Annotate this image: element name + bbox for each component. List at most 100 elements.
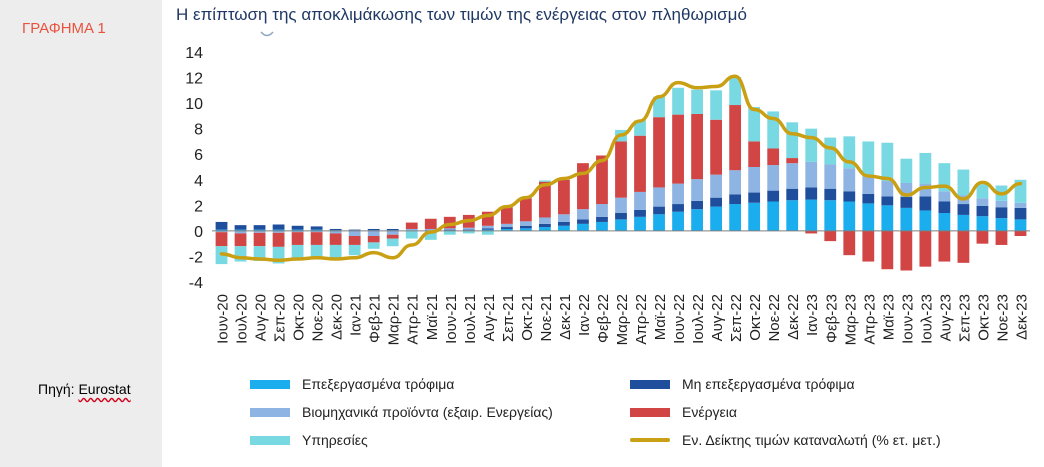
bar-5	[710, 90, 723, 120]
bar-2	[957, 204, 970, 215]
bar-5	[462, 230, 475, 234]
bar-2	[234, 225, 247, 230]
x-tick-label: Αυγ-22	[709, 294, 726, 341]
y-tick-label: 12	[185, 71, 203, 88]
bar-1	[215, 229, 228, 231]
bar-2	[653, 206, 665, 215]
bar-4	[881, 230, 894, 270]
bar-1	[615, 219, 627, 231]
bar-2	[443, 229, 456, 231]
bar-3	[653, 187, 665, 207]
bar-3	[386, 230, 399, 235]
bar-4	[748, 141, 761, 167]
bar-4	[291, 232, 304, 245]
bar-4	[805, 230, 818, 234]
y-tick-label: 4	[194, 173, 203, 190]
bar-3	[881, 181, 894, 197]
graph-label: ΓΡΑΦΗΜΑ 1	[22, 20, 106, 37]
y-tick-label: 2	[194, 198, 203, 215]
bar-5	[786, 122, 799, 159]
bar-4	[976, 230, 989, 244]
bar-2	[710, 197, 723, 207]
x-tick-label: Αυγ-21	[481, 294, 498, 341]
bar-3	[843, 168, 856, 192]
bar-3	[291, 230, 304, 233]
bar-2	[539, 223, 551, 228]
bar-2	[691, 200, 703, 210]
bar-1	[234, 229, 247, 231]
bar-3	[348, 230, 361, 236]
bar-2	[862, 193, 875, 204]
bar-4	[691, 113, 703, 180]
bar-2	[748, 192, 761, 203]
bar-5	[824, 137, 837, 165]
bar-3	[748, 167, 761, 193]
x-tick-label: Ιαν-23	[804, 294, 821, 336]
legend-item: Υπηρεσίες	[250, 430, 368, 450]
bar-4	[558, 179, 570, 215]
bar-1	[500, 228, 513, 231]
x-tick-label: Ιαν-21	[348, 294, 365, 336]
bar-1	[291, 229, 304, 231]
bar-3	[329, 230, 342, 234]
bar-4	[1014, 230, 1027, 236]
x-tick-label: Ιουλ-22	[690, 294, 707, 344]
bar-1	[1014, 219, 1027, 231]
bar-3	[938, 191, 951, 202]
legend-color-swatch	[250, 435, 290, 445]
legend-line-swatch	[630, 438, 670, 442]
bar-4	[329, 233, 342, 245]
legend-label: Εν. Δείκτης τιμών καταναλωτή (% ετ. μετ.…	[682, 432, 941, 448]
bar-1	[272, 229, 285, 231]
bar-2	[900, 197, 913, 208]
x-tick-label: Φεβ-22	[595, 294, 612, 343]
bar-3	[596, 204, 608, 217]
x-tick-label: Οκτ-23	[975, 294, 992, 341]
bar-2	[291, 225, 304, 230]
bar-2	[577, 219, 589, 224]
bar-2	[253, 225, 266, 230]
y-tick-label: -4	[189, 275, 203, 292]
bar-1	[843, 201, 856, 231]
bar-2	[215, 221, 228, 230]
bar-3	[824, 164, 837, 189]
legend-item: Εν. Δείκτης τιμών καταναλωτή (% ετ. μετ.…	[630, 430, 941, 450]
bar-2	[634, 209, 646, 217]
bar-3	[805, 161, 818, 188]
bar-4	[938, 230, 951, 262]
bar-4	[919, 230, 932, 267]
x-tick-label: Ιαν-22	[576, 294, 593, 336]
bar-5	[329, 244, 342, 258]
bar-5	[976, 184, 989, 199]
bar-4	[653, 117, 665, 188]
bar-3	[672, 183, 684, 205]
bar-2	[938, 201, 951, 213]
x-tick-label: Οκτ-20	[291, 294, 308, 341]
bar-1	[957, 214, 970, 231]
bar-1	[938, 213, 951, 231]
bar-3	[919, 183, 932, 197]
x-tick-label: Απρ-22	[633, 294, 650, 345]
bar-5	[843, 136, 856, 169]
legend-color-swatch	[250, 407, 290, 417]
bar-1	[558, 225, 570, 231]
y-tick-label: -2	[189, 249, 203, 266]
bar-3	[272, 230, 285, 233]
bar-3	[253, 230, 266, 233]
bar-1	[748, 202, 761, 231]
legend-item: Ενέργεια	[630, 402, 737, 422]
bar-5	[443, 230, 456, 235]
bar-2	[615, 213, 627, 220]
x-tick-label: Μαϊ-23	[880, 294, 897, 340]
bar-4	[615, 141, 627, 198]
bar-4	[253, 232, 266, 247]
bar-3	[767, 165, 780, 191]
bar-4	[634, 135, 646, 192]
bar-2	[272, 224, 285, 230]
source-line: Πηγή: Eurostat	[38, 381, 131, 397]
bar-3	[995, 200, 1008, 208]
bar-1	[881, 205, 894, 231]
bar-4	[348, 236, 361, 245]
bar-1	[596, 221, 608, 231]
bar-3	[558, 214, 570, 222]
